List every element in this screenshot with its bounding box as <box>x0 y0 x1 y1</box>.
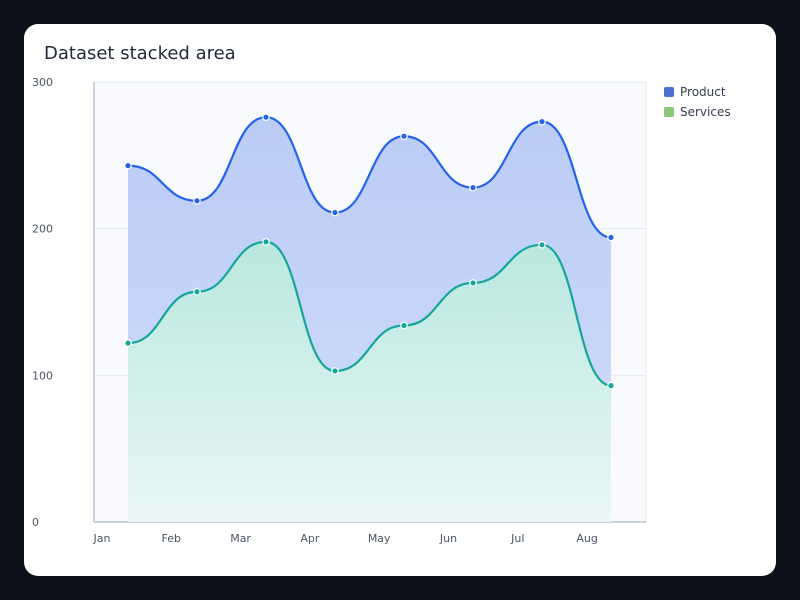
x-tick-label: Aug <box>576 532 597 545</box>
point-services <box>469 279 477 287</box>
point-product <box>193 197 201 205</box>
point-product <box>469 183 477 192</box>
point-product <box>331 208 339 217</box>
x-tick-label: Feb <box>162 532 181 545</box>
x-tick-label: May <box>368 532 391 545</box>
point-product <box>607 233 615 242</box>
point-product <box>400 132 408 141</box>
point-services <box>538 241 546 249</box>
point-services <box>193 287 201 296</box>
x-tick-label: Jul <box>510 532 524 545</box>
legend-swatch-services <box>664 107 674 117</box>
legend-label-services: Services <box>680 105 731 119</box>
point-services <box>124 339 132 347</box>
point-services <box>331 367 339 375</box>
x-tick-label: Jan <box>93 532 111 545</box>
point-product <box>124 161 132 170</box>
legend-item-services[interactable]: Services <box>664 102 731 122</box>
point-services <box>262 238 270 246</box>
x-tick-label: Jun <box>439 532 457 545</box>
chart-title: Dataset stacked area <box>44 43 236 64</box>
point-product <box>538 117 546 126</box>
point-services <box>607 381 615 390</box>
y-tick-label: 100 <box>32 369 53 382</box>
chart-card: Dataset stacked area 0 100 200 300 Jan Feb Mar… <box>24 24 776 576</box>
y-tick-label: 200 <box>32 223 53 236</box>
chart-svg: 0 100 200 300 Jan Feb Mar Apr May Jun Jul Aug <box>32 76 647 545</box>
legend-swatch-product <box>664 87 674 97</box>
legend: Product Services <box>664 82 731 122</box>
area-services <box>128 241 611 522</box>
y-tick-label: 0 <box>32 516 39 529</box>
point-services <box>400 321 408 330</box>
y-tick-label: 300 <box>32 76 53 89</box>
x-tick-label: Apr <box>300 532 320 545</box>
point-product <box>262 113 270 122</box>
x-tick-label: Mar <box>230 532 251 545</box>
legend-item-product[interactable]: Product <box>664 82 731 102</box>
legend-label-product: Product <box>680 85 726 99</box>
